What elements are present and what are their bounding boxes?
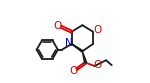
Text: O: O	[69, 66, 78, 76]
Text: O: O	[54, 21, 62, 31]
Text: O: O	[94, 60, 102, 70]
Text: O: O	[93, 25, 101, 35]
Text: N: N	[65, 38, 72, 48]
Polygon shape	[82, 51, 87, 63]
Polygon shape	[72, 44, 83, 52]
